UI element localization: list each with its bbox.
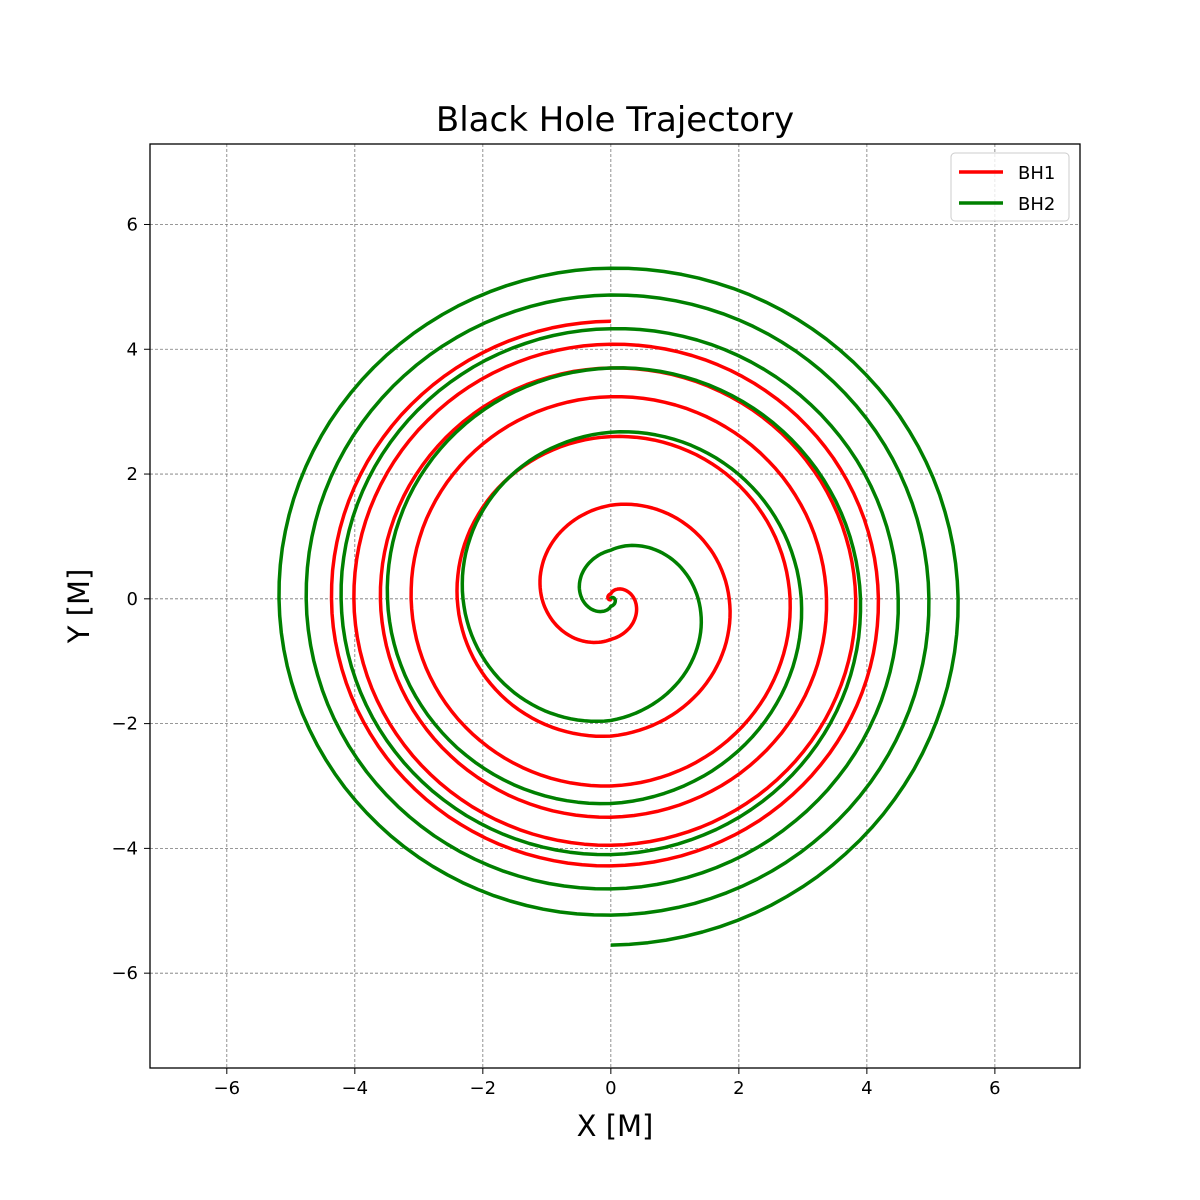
x-tick-label: −6 [214,1078,241,1099]
chart-title: Black Hole Trajectory [436,100,794,140]
ticks: −6 −4 −2 0 2 4 6 −6 −4 −2 0 2 4 6 [111,214,1000,1099]
x-axis-label: X [M] [577,1109,654,1143]
legend: BH1 BH2 [950,152,1070,222]
x-tick-label: −4 [342,1078,369,1099]
y-tick-label: 2 [127,464,138,485]
y-axis-label: Y [M] [62,569,96,645]
x-tick-label: 4 [861,1078,872,1099]
y-tick-label: −2 [111,714,138,735]
y-tick-label: −4 [111,838,138,859]
legend-label-bh1: BH1 [1018,163,1055,184]
series-line-bh2 [277,266,960,947]
x-tick-label: 2 [733,1078,744,1099]
x-tick-label: 0 [605,1078,616,1099]
legend-label-bh2: BH2 [1018,194,1055,215]
y-tick-label: 0 [127,589,138,610]
grid [150,144,1080,1068]
y-tick-label: −6 [111,963,138,984]
y-tick-label: 4 [127,339,138,360]
x-tick-label: 6 [989,1078,1000,1099]
x-tick-label: −2 [470,1078,497,1099]
series-group [277,266,960,947]
series-line-bh1 [329,319,881,868]
y-tick-label: 6 [127,214,138,235]
plot-frame [149,143,1081,1069]
